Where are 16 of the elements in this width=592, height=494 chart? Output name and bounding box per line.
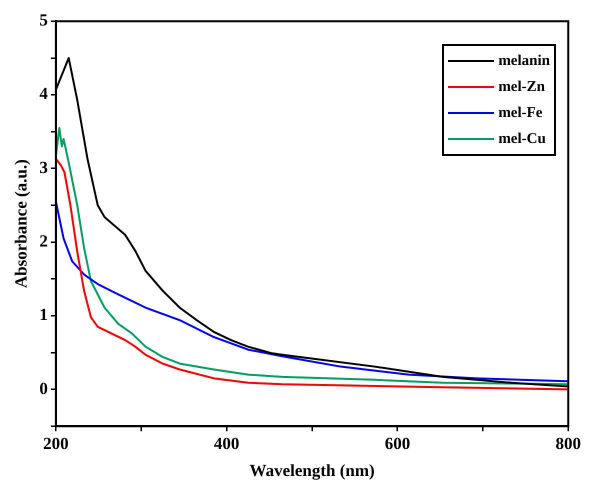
- x-tick-label: 800: [556, 434, 581, 453]
- legend-label: melanin: [498, 52, 550, 71]
- y-tick-label: 1: [39, 305, 48, 324]
- y-tick-label: 3: [39, 158, 48, 177]
- y-tick-label: 5: [39, 10, 48, 30]
- x-axis-title: Wavelength (nm): [250, 461, 375, 480]
- y-tick-label: 0: [39, 378, 48, 398]
- y-tick-label: 2: [39, 232, 48, 250]
- y-tick-label: 4: [39, 84, 48, 104]
- x-tick-label: 400: [214, 434, 240, 453]
- legend-label: mel-Zn: [498, 78, 545, 97]
- legend-label: mel-Fe: [498, 104, 542, 123]
- y-axis-title: Absorbance (a.u.): [12, 159, 31, 288]
- x-tick-label: 600: [384, 434, 410, 453]
- legend-label: mel-Cu: [498, 130, 546, 149]
- x-tick-label: 200: [43, 434, 69, 453]
